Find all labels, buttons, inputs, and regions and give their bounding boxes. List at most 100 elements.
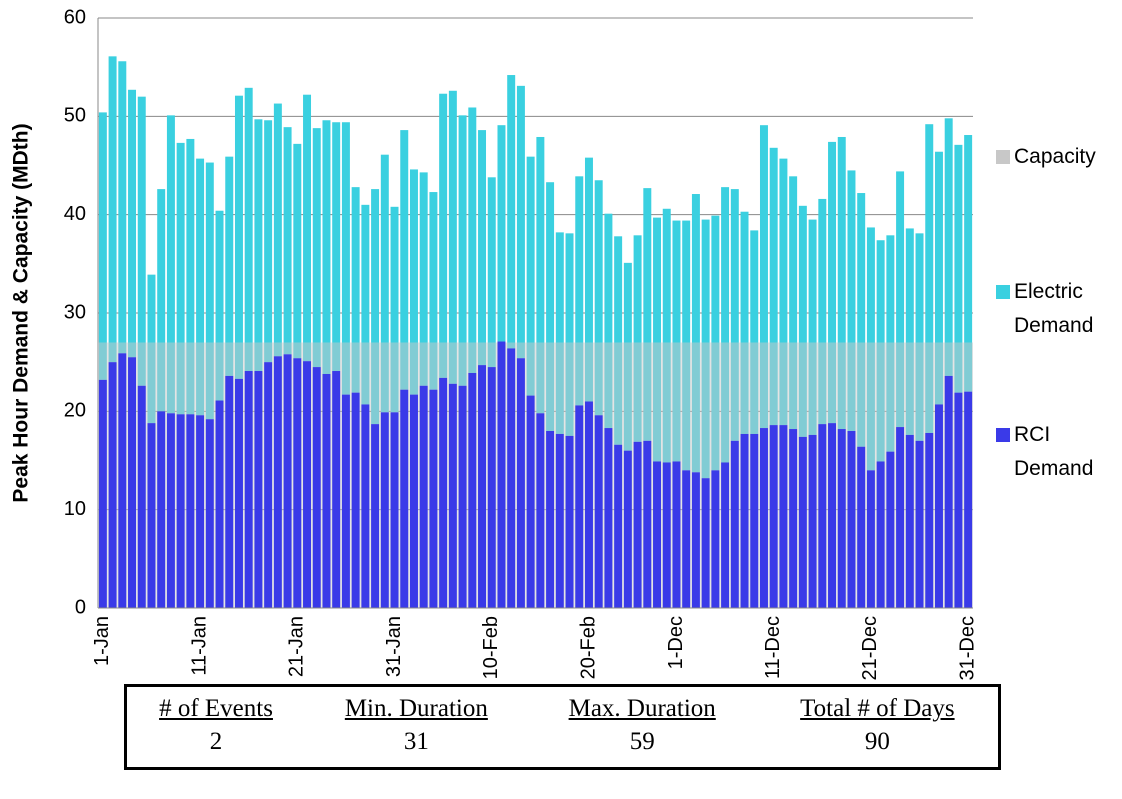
bar-segment (828, 141, 837, 424)
legend-item: RCI Demand (996, 418, 1116, 486)
y-tick-label: 60 (64, 6, 86, 28)
bar-segment (847, 431, 856, 608)
bar-segment (730, 189, 739, 441)
table-cell: 2 (209, 728, 223, 756)
bar-segment (837, 429, 846, 608)
bar-segment (409, 394, 418, 608)
bar-segment (468, 372, 477, 608)
bar-segment (623, 450, 632, 608)
bar-segment (98, 379, 107, 608)
bar-segment (157, 189, 166, 412)
bar-segment (205, 162, 214, 420)
bar-segment (915, 233, 924, 441)
bar-segment (118, 353, 127, 608)
bar-segment (273, 356, 282, 608)
bar-segment (740, 211, 749, 434)
x-tick-label: 21-Dec (859, 616, 881, 680)
bar-segment (186, 414, 195, 608)
chart: Peak Hour Demand & Capacity (MDth) 0 10 20… (10, 6, 979, 680)
x-tick-label: 11-Dec (762, 616, 784, 679)
bar-segment (196, 158, 205, 416)
bar-segment (400, 389, 409, 608)
bar-segment (497, 125, 506, 342)
bar-segment (371, 424, 380, 608)
bar-segment (341, 394, 350, 608)
stats-table: # of Events Min. Duration Max. Duration Tot… (124, 684, 1001, 770)
bar-segment (196, 415, 205, 608)
bar-segment (721, 187, 730, 463)
table-cell: 31 (403, 728, 429, 756)
bar-segment (312, 128, 321, 368)
bar-segment (507, 75, 516, 349)
bar-segment (293, 143, 302, 359)
legend-label: Capacity (1014, 145, 1096, 168)
bar-segment (750, 230, 759, 434)
bar-segment (128, 89, 137, 358)
bar-segment (964, 135, 973, 392)
bar-segment (604, 213, 613, 429)
table-values: 2 31 59 90 (126, 726, 1000, 769)
bar-segment (546, 431, 555, 608)
bar-segment (283, 127, 292, 355)
bar-segment (254, 371, 263, 608)
bar-segment (351, 187, 360, 393)
bar-segment (205, 419, 214, 608)
bar-segment (526, 156, 535, 396)
y-tick-label: 0 (75, 596, 86, 618)
bar-segment (118, 61, 127, 354)
x-tick-label: 1-Jan (91, 616, 113, 666)
bar-segment (332, 122, 341, 372)
bar-segment (390, 206, 399, 413)
bar-segment (876, 461, 885, 608)
bar-segment (934, 151, 943, 405)
bar-segment (954, 392, 963, 608)
bar-segment (565, 435, 574, 608)
legend-swatch (996, 285, 1010, 299)
bar-segment (750, 433, 759, 608)
y-tick-label: 40 (64, 203, 86, 225)
bar-segment (312, 367, 321, 608)
bar-segment (769, 425, 778, 608)
bar-segment (516, 85, 525, 359)
bar-segment (759, 428, 768, 608)
bar-segment (798, 205, 807, 437)
legend-item: Electric Demand (996, 275, 1116, 343)
bar-segment (614, 236, 623, 445)
bar-segment (925, 124, 934, 433)
bar-segment (672, 220, 681, 462)
bar-segment (653, 217, 662, 462)
bar-segment (244, 87, 253, 372)
bar-segment (584, 157, 593, 402)
bar-segment (166, 115, 175, 414)
bar-segment (691, 194, 700, 473)
bar-segment (643, 440, 652, 608)
bar-segment (721, 462, 730, 608)
bar-segment (215, 400, 224, 608)
legend-label: RCI Demand (1014, 423, 1094, 480)
bar-segment (322, 373, 331, 608)
bar-segment (264, 362, 273, 608)
bar-segment (633, 235, 642, 442)
bar-segment (584, 401, 593, 608)
bar-segment (662, 208, 671, 463)
bar-segment (604, 428, 613, 608)
bar-segment (419, 172, 428, 386)
legend-label: Electric Demand (1014, 280, 1094, 337)
x-tick-label: 1-Dec (665, 616, 687, 669)
bar-segment (555, 232, 564, 434)
bar-segment (905, 228, 914, 435)
bar-segment (672, 461, 681, 608)
bar-segment (614, 444, 623, 608)
table-header-cell: Min. Duration (344, 695, 488, 723)
bar-segment (808, 434, 817, 608)
bar-segment (594, 415, 603, 608)
bar-segment (954, 144, 963, 393)
bar-segment (429, 192, 438, 390)
bar-segment (351, 392, 360, 608)
bar-segment (361, 404, 370, 608)
bar-segment (497, 341, 506, 608)
table-cell: 59 (629, 728, 655, 756)
bar-segment (575, 176, 584, 406)
bar-segment (147, 423, 156, 608)
